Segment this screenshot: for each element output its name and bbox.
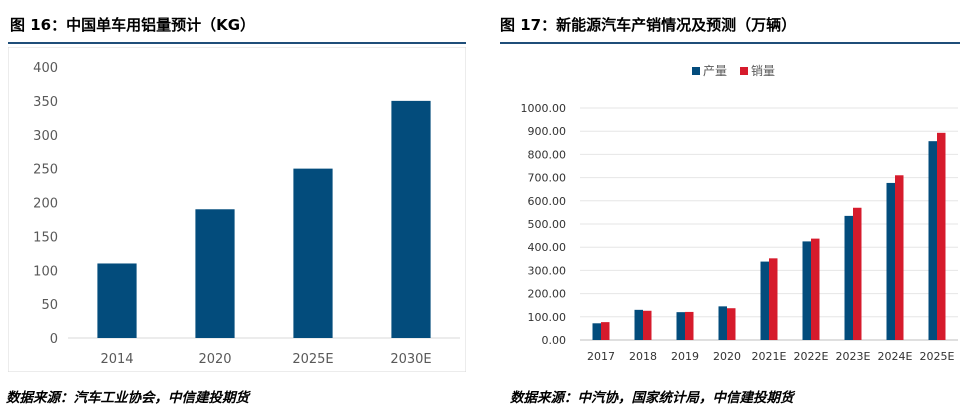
chart-border (7, 46, 467, 373)
x-tick-label: 2020 (713, 350, 741, 363)
bar-sales (601, 322, 610, 340)
x-tick-label: 2018 (629, 350, 657, 363)
legend-label: 销量 (751, 64, 775, 78)
bar-sales (937, 132, 946, 340)
left-source-note: 数据来源：汽车工业协会，中信建投期货 (6, 390, 249, 406)
left-figure-panel: 图 16：中国单车用铝量预计（KG） 0 50 100 150 200 250 300 350… (0, 0, 475, 415)
nev-production-sales-chart: 0.00 100.00 200.00 300.00 400.00 500.00 600.00… (521, 64, 958, 363)
bar-sales (643, 310, 652, 340)
y-tick-label: 300 (33, 129, 58, 144)
y-tick-label: 100.00 (528, 311, 567, 324)
right-chart-area: 0.00 100.00 200.00 300.00 400.00 500.00 600.00… (500, 47, 960, 377)
right-figure-panel: 图 17：新能源汽车产销情况及预测（万辆） 0.00 100.00 200.00 30… (500, 0, 967, 415)
y-tick-label: 400 (33, 61, 58, 76)
y-tick-label: 800.00 (528, 148, 567, 161)
y-tick-label: 100 (33, 264, 58, 279)
right-figure-title: 图 17：新能源汽车产销情况及预测（万辆） (500, 16, 797, 34)
y-tick-label: 900.00 (528, 125, 567, 138)
bar-sales (727, 308, 736, 340)
y-tick-label: 700.00 (528, 172, 567, 185)
bar (391, 100, 431, 338)
y-tick-label: 0 (50, 332, 58, 347)
y-tick-label: 600.00 (528, 195, 567, 208)
y-tick-label: 200.00 (528, 288, 567, 301)
y-tick-label: 300.00 (528, 264, 567, 277)
y-tick-label: 50 (41, 298, 58, 313)
x-tick-label: 2022E (794, 350, 829, 363)
legend-swatch (740, 67, 748, 75)
bar-production (592, 323, 601, 340)
bar-sales (811, 238, 820, 340)
legend-swatch (692, 67, 700, 75)
left-title-rule (8, 42, 466, 44)
bar-sales (895, 175, 904, 340)
x-tick-label: 2025E (920, 350, 955, 363)
bar-production (760, 261, 769, 340)
left-figure-title: 图 16：中国单车用铝量预计（KG） (10, 16, 256, 34)
x-tick-label: 2024E (878, 350, 913, 363)
aluminum-usage-chart: 0 50 100 150 200 250 300 350 400 2014 2020 2025E 203… (7, 46, 467, 373)
x-tick-label: 2020 (198, 352, 231, 367)
bar-production (928, 141, 937, 340)
y-tick-label: 0.00 (542, 334, 567, 347)
bar-sales (685, 311, 694, 340)
bar (293, 168, 333, 338)
right-title-rule (500, 42, 960, 44)
x-tick-label: 2025E (292, 352, 333, 367)
y-tick-label: 1000.00 (521, 102, 567, 115)
left-chart-area: 0 50 100 150 200 250 300 350 400 2014 2020 2025E 203… (7, 46, 467, 373)
y-tick-label: 150 (33, 230, 58, 245)
y-tick-label: 350 (33, 95, 58, 110)
y-tick-label: 250 (33, 163, 58, 178)
y-tick-label: 400.00 (528, 241, 567, 254)
x-tick-label: 2019 (671, 350, 699, 363)
bar (195, 209, 235, 338)
x-tick-label: 2030E (390, 352, 431, 367)
x-tick-label: 2014 (100, 352, 133, 367)
bar-sales (853, 207, 862, 340)
right-source-note: 数据来源：中汽协，国家统计局，中信建投期货 (510, 390, 794, 406)
y-tick-label: 200 (33, 197, 58, 212)
bar-production (676, 312, 685, 340)
bar-production (718, 306, 727, 340)
y-tick-label: 500.00 (528, 218, 567, 231)
bar-production (634, 309, 643, 340)
x-tick-label: 2023E (836, 350, 871, 363)
bar-production (802, 241, 811, 340)
bar-production (886, 182, 895, 340)
bar-sales (769, 258, 778, 340)
x-tick-label: 2021E (752, 350, 787, 363)
bar (97, 263, 137, 338)
bar-production (844, 215, 853, 340)
x-tick-label: 2017 (587, 350, 615, 363)
legend-label: 产量 (703, 64, 727, 78)
